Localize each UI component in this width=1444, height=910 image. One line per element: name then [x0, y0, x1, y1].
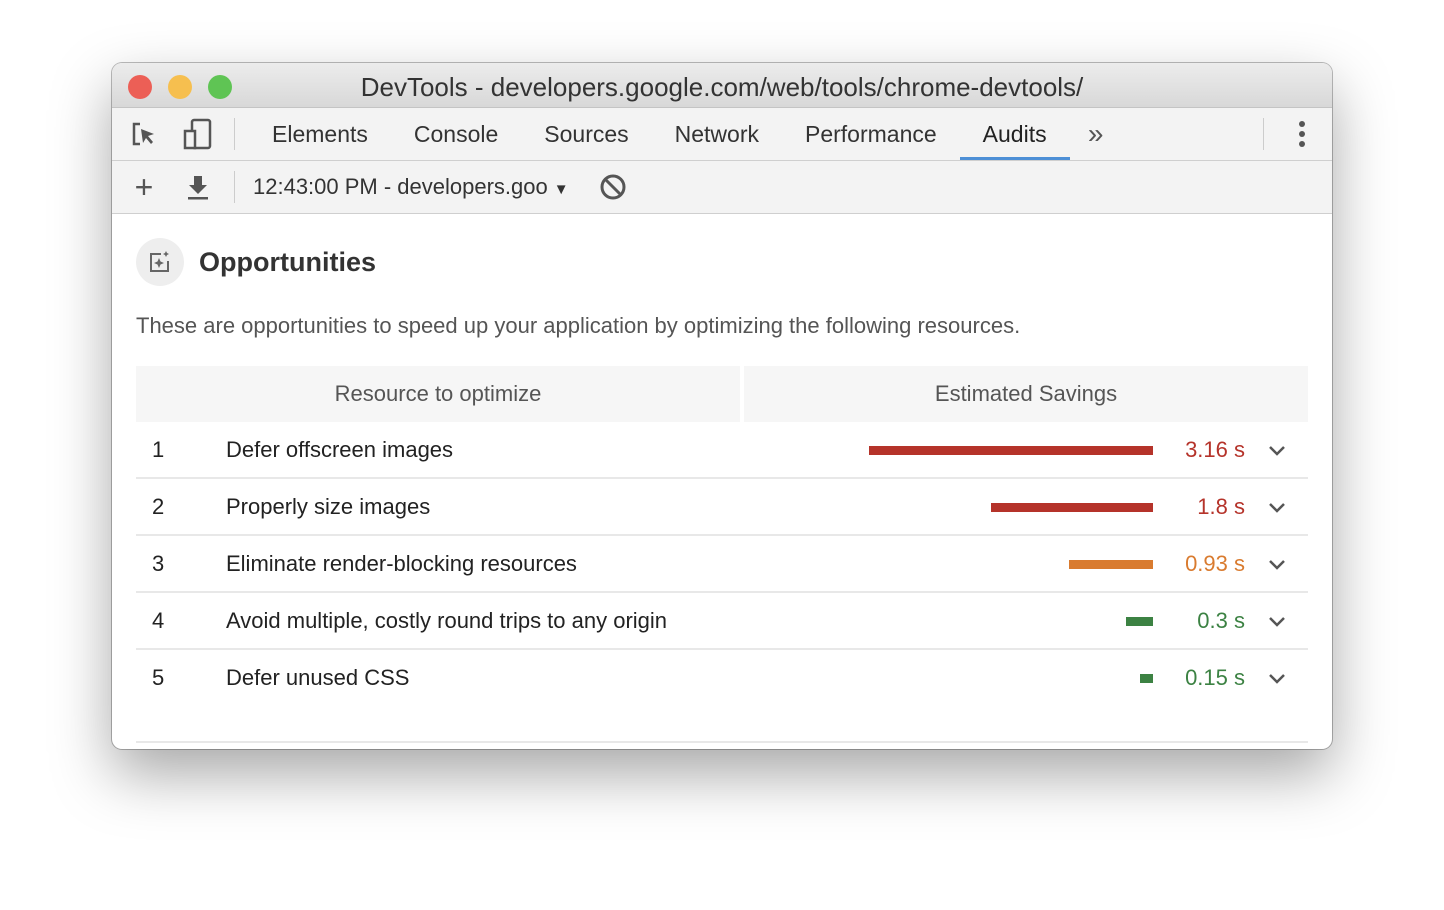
divider	[136, 741, 1308, 743]
divider	[1263, 118, 1264, 150]
column-header-savings: Estimated Savings	[744, 366, 1308, 422]
report-select-value: 12:43:00 PM - developers.goo	[253, 174, 548, 199]
expand-chevron-icon[interactable]	[1246, 422, 1308, 479]
audits-toolbar: + 12:43:00 PM - developers.goo ▼	[112, 161, 1332, 214]
row-name: Properly size images	[225, 479, 744, 536]
tab-performance[interactable]: Performance	[805, 121, 937, 147]
table-row[interactable]: 5 Defer unused CSS 0.15 s	[136, 650, 1308, 705]
tab-elements[interactable]: Elements	[272, 121, 368, 147]
table-row[interactable]: 1 Defer offscreen images 3.16 s	[136, 422, 1308, 479]
expand-chevron-icon[interactable]	[1246, 650, 1308, 705]
more-options-icon[interactable]	[1292, 120, 1312, 148]
report-select[interactable]: 12:43:00 PM - developers.goo ▼	[253, 174, 569, 200]
tab-console[interactable]: Console	[413, 121, 499, 147]
dropdown-arrow-icon: ▼	[553, 181, 569, 198]
tab-sources[interactable]: Sources	[544, 121, 629, 147]
savings-value: 0.3 s	[1197, 607, 1245, 633]
row-index: 1	[136, 422, 225, 479]
expand-chevron-icon[interactable]	[1246, 479, 1308, 536]
savings-bar	[1069, 560, 1153, 570]
title-bar: DevTools - developers.google.com/web/too…	[112, 63, 1332, 108]
savings-value: 1.8 s	[1197, 493, 1245, 519]
column-header-resource: Resource to optimize	[136, 366, 744, 422]
new-audit-icon[interactable]: +	[134, 168, 154, 205]
inspect-element-icon[interactable]	[112, 120, 176, 148]
savings-value: 0.93 s	[1185, 550, 1245, 576]
savings-bar	[1139, 674, 1153, 684]
table-row[interactable]: 3 Eliminate render-blocking resources 0.…	[136, 536, 1308, 593]
divider	[234, 171, 235, 203]
devtools-window: DevTools - developers.google.com/web/too…	[112, 63, 1332, 749]
panel-tabs: Elements Console Sources Network Perform…	[112, 108, 1332, 161]
row-name: Avoid multiple, costly round trips to an…	[225, 593, 744, 650]
savings-bar	[1126, 617, 1153, 627]
expand-chevron-icon[interactable]	[1246, 536, 1308, 593]
opportunities-table: Resource to optimize Estimated Savings 1…	[136, 366, 1308, 705]
section-description: These are opportunities to speed up your…	[136, 313, 1021, 338]
row-name: Defer offscreen images	[225, 422, 744, 479]
savings-value: 0.15 s	[1185, 664, 1245, 690]
row-index: 5	[152, 664, 165, 690]
close-button[interactable]	[128, 75, 152, 99]
row-index: 2	[136, 479, 225, 536]
minimize-button[interactable]	[168, 75, 192, 99]
table-row[interactable]: 2 Properly size images 1.8 s	[136, 479, 1308, 536]
tab-audits[interactable]: Audits	[959, 108, 1070, 160]
table-row[interactable]: 4 Avoid multiple, costly round trips to …	[136, 593, 1308, 650]
row-index: 4	[136, 593, 225, 650]
download-icon[interactable]	[176, 174, 220, 200]
savings-bar	[868, 446, 1153, 456]
opportunities-icon	[136, 238, 184, 286]
tab-network[interactable]: Network	[674, 121, 759, 147]
clear-icon[interactable]	[599, 173, 627, 201]
row-name: Defer unused CSS	[226, 664, 410, 690]
savings-value: 3.16 s	[1185, 436, 1245, 462]
section-title: Opportunities	[199, 246, 376, 277]
savings-bar	[991, 503, 1153, 513]
row-name: Eliminate render-blocking resources	[225, 536, 744, 593]
zoom-button[interactable]	[208, 75, 232, 99]
divider	[234, 118, 235, 150]
row-index: 3	[136, 536, 225, 593]
window-title: DevTools - developers.google.com/web/too…	[360, 72, 1084, 102]
device-toolbar-icon[interactable]	[176, 118, 220, 150]
more-tabs-icon[interactable]: »	[1087, 118, 1104, 149]
expand-chevron-icon[interactable]	[1246, 593, 1308, 650]
